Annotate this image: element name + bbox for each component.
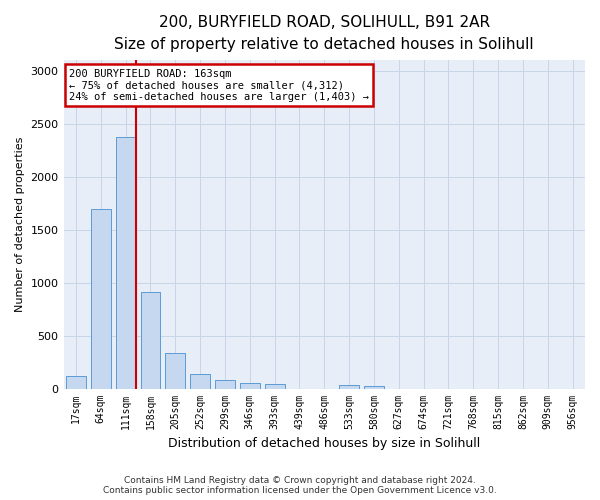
- Bar: [166, 352, 185, 388]
- Bar: [190, 374, 210, 388]
- Y-axis label: Number of detached properties: Number of detached properties: [15, 136, 25, 312]
- Text: 200 BURYFIELD ROAD: 163sqm
← 75% of detached houses are smaller (4,312)
24% of s: 200 BURYFIELD ROAD: 163sqm ← 75% of deta…: [69, 68, 369, 102]
- Bar: [265, 384, 284, 388]
- Bar: [140, 292, 160, 388]
- Bar: [240, 382, 260, 388]
- Bar: [364, 386, 384, 388]
- Bar: [215, 380, 235, 388]
- X-axis label: Distribution of detached houses by size in Solihull: Distribution of detached houses by size …: [168, 437, 481, 450]
- Text: Contains HM Land Registry data © Crown copyright and database right 2024.
Contai: Contains HM Land Registry data © Crown c…: [103, 476, 497, 495]
- Bar: [66, 376, 86, 388]
- Title: 200, BURYFIELD ROAD, SOLIHULL, B91 2AR
Size of property relative to detached hou: 200, BURYFIELD ROAD, SOLIHULL, B91 2AR S…: [115, 15, 534, 52]
- Bar: [116, 136, 136, 388]
- Bar: [339, 386, 359, 388]
- Bar: [91, 208, 111, 388]
